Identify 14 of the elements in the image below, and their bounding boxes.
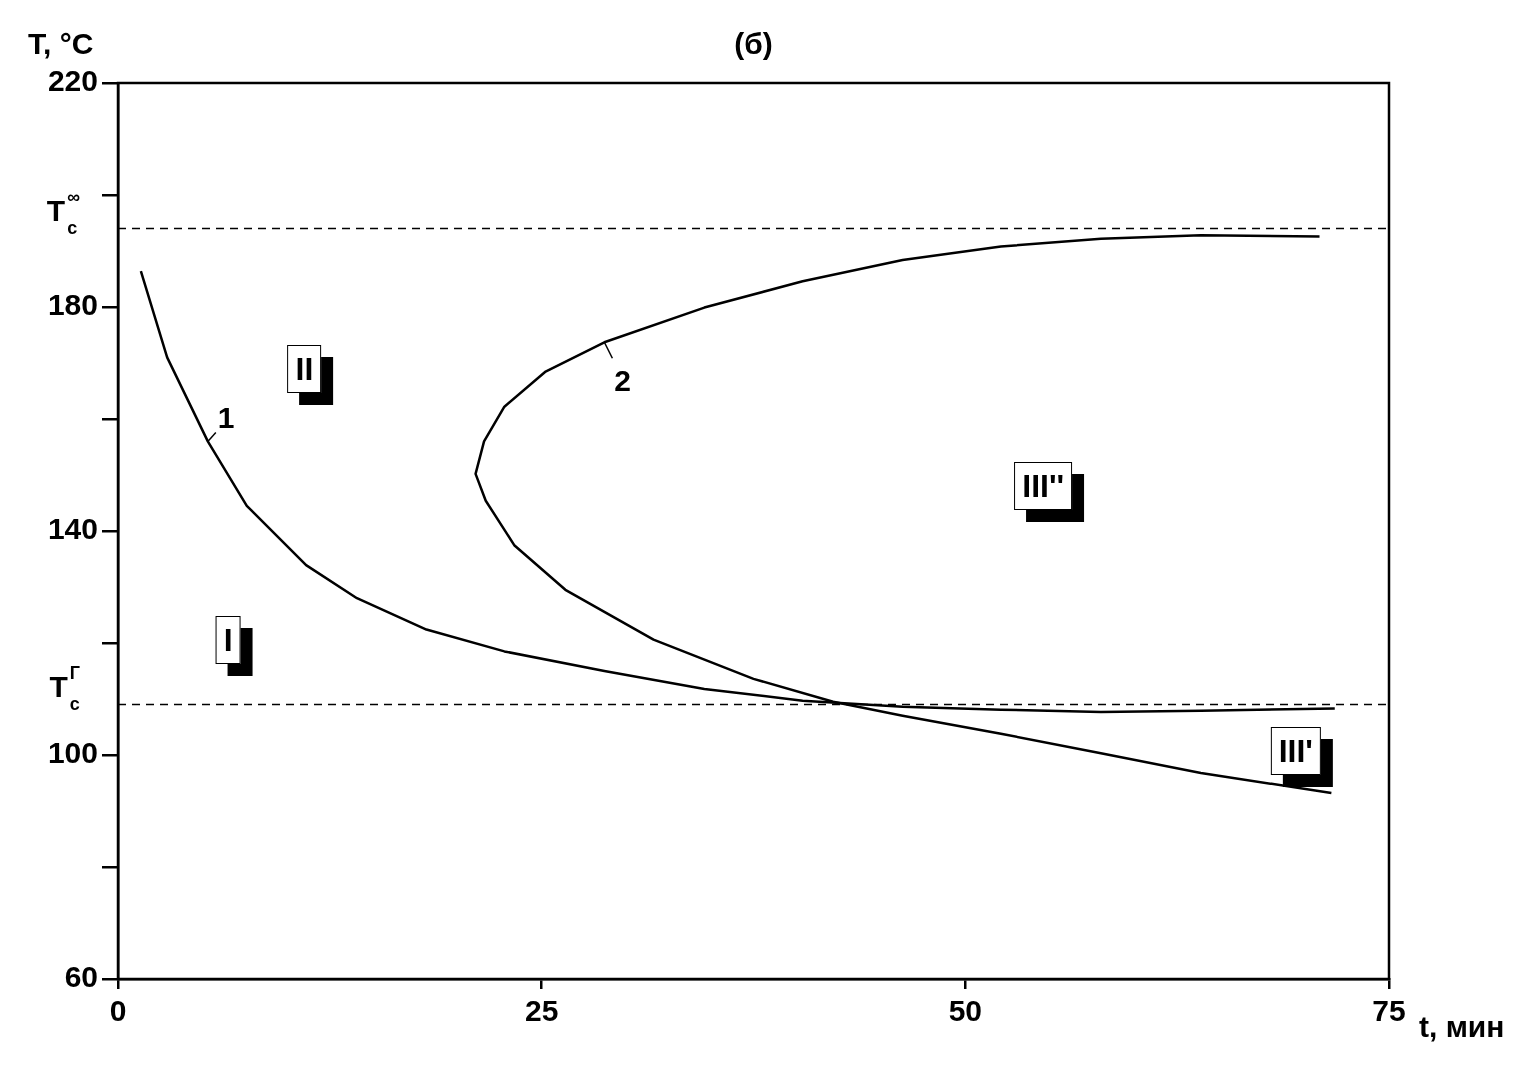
y-tick-label: 220	[47, 64, 98, 98]
annotation: 2	[614, 363, 632, 397]
y-tick-label: 180	[47, 288, 98, 322]
x-tick-label: 50	[948, 994, 983, 1028]
x-tick-label: 0	[109, 994, 127, 1028]
y-tick-label: 60	[64, 960, 98, 994]
y-tick-label: 100	[47, 736, 98, 770]
y-axis-title: T, °C	[28, 27, 94, 60]
chart-title: (б)	[734, 27, 773, 61]
x-axis-title: t, мин	[1419, 1010, 1505, 1043]
annotation: 1	[217, 400, 235, 434]
x-tick-label: 25	[524, 994, 559, 1028]
y-tick-label: 140	[47, 512, 98, 546]
x-tick-label: 75	[1372, 994, 1406, 1028]
